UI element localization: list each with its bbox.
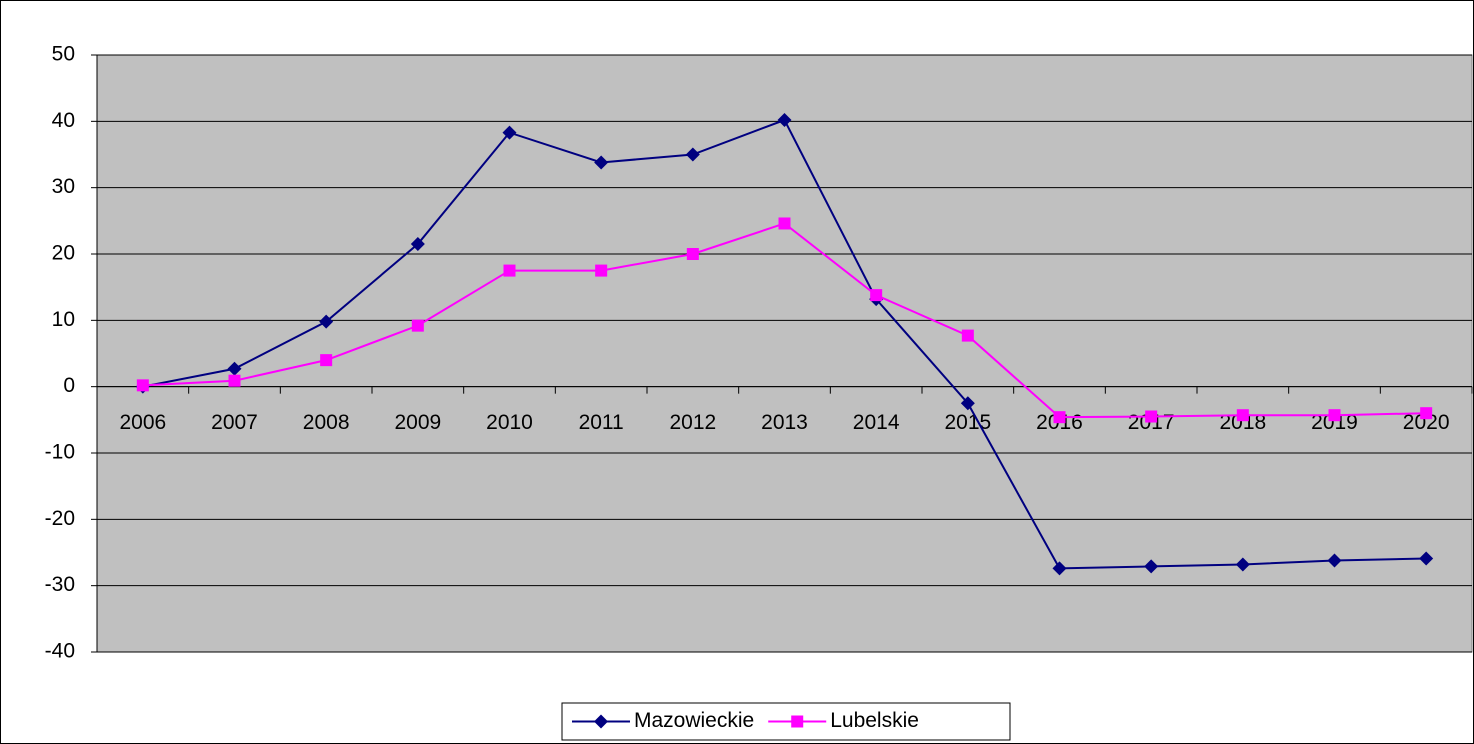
point [1145, 410, 1158, 423]
point [1052, 561, 1067, 576]
y-tick-label: 20 [52, 242, 75, 265]
legend-label: Lubelskie [830, 709, 919, 732]
point [1144, 559, 1159, 574]
point [778, 217, 791, 230]
y-tick-label: -40 [45, 640, 75, 663]
plot-area [96, 54, 1473, 653]
x-tick-label: 2014 [853, 411, 900, 434]
point [870, 289, 883, 302]
point [1420, 407, 1433, 420]
x-tick-label: 2013 [761, 411, 808, 434]
x-tick-label: 2018 [1219, 411, 1266, 434]
y-tick-label: -30 [45, 573, 75, 596]
point [1235, 557, 1250, 572]
legend-marker [594, 714, 608, 729]
x-tick-label: 2007 [211, 411, 258, 434]
point [1053, 411, 1066, 424]
point [1419, 551, 1434, 566]
point [1328, 409, 1341, 422]
x-tick-label: 2015 [944, 411, 991, 434]
point [685, 147, 700, 162]
point [595, 264, 608, 277]
legend-marker [791, 715, 804, 728]
x-tick-label: 2010 [486, 411, 533, 434]
x-tick-label: 2020 [1403, 411, 1450, 434]
point [228, 374, 241, 387]
point [1236, 409, 1249, 422]
point [227, 361, 242, 376]
point [502, 125, 517, 140]
x-tick-label: 2008 [303, 411, 350, 434]
point [411, 319, 424, 332]
y-tick-label: -20 [45, 507, 75, 530]
y-tick-label: -10 [45, 441, 75, 464]
point [503, 264, 516, 277]
point [319, 314, 334, 329]
x-tick-label: 2012 [669, 411, 716, 434]
y-tick-label: 50 [52, 43, 75, 66]
point [136, 379, 149, 392]
y-tick-label: 30 [52, 175, 75, 198]
point [594, 155, 609, 170]
point [320, 354, 333, 367]
point [410, 237, 425, 252]
x-tick-label: 2009 [394, 411, 441, 434]
y-tick-label: 40 [52, 109, 75, 132]
x-tick-label: 2011 [579, 411, 624, 434]
y-tick-label: 10 [52, 308, 75, 331]
point [686, 248, 699, 260]
point [777, 113, 792, 128]
point [960, 396, 975, 411]
point [1327, 553, 1342, 568]
legend-label: Mazowieckie [634, 709, 754, 732]
x-tick-label: 2006 [119, 411, 166, 434]
point [961, 329, 974, 342]
x-tick-label: 2019 [1311, 411, 1358, 434]
y-tick-label: 0 [63, 374, 75, 397]
